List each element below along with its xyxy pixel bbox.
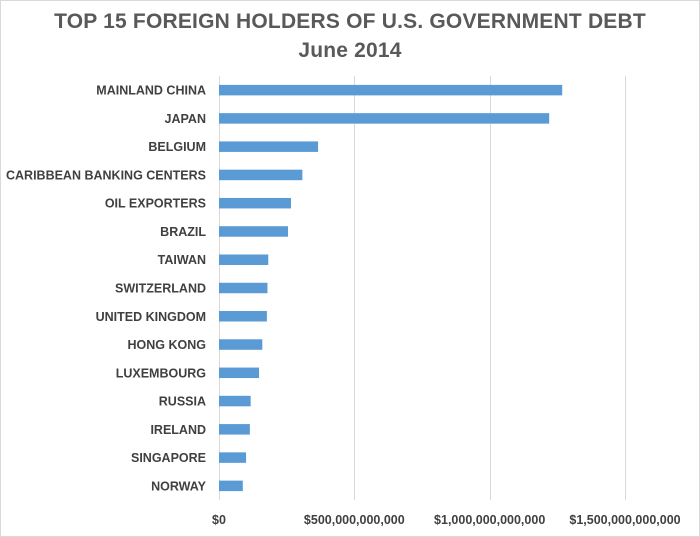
category-label-3: CARIBBEAN BANKING CENTERS <box>6 168 206 182</box>
category-label-2: BELGIUM <box>148 140 206 154</box>
category-label-8: UNITED KINGDOM <box>96 310 206 324</box>
bar-7 <box>219 282 268 294</box>
category-label-11: RUSSIA <box>159 395 206 409</box>
category-label-6: TAIWAN <box>158 253 206 267</box>
x-tick-label-1: $500,000,000,000 <box>304 513 405 527</box>
bar-14 <box>219 480 243 492</box>
category-label-7: SWITZERLAND <box>115 282 206 296</box>
chart-title: TOP 15 FOREIGN HOLDERS OF U.S. GOVERNMEN… <box>54 10 646 33</box>
chart-subtitle: June 2014 <box>298 39 402 62</box>
bar-10 <box>219 367 260 379</box>
bar-9 <box>219 339 263 350</box>
category-label-10: LUXEMBOURG <box>116 366 206 380</box>
bar-5 <box>219 226 289 237</box>
bar-2 <box>219 141 319 152</box>
bar-8 <box>219 311 267 322</box>
bar-13 <box>219 452 247 463</box>
category-label-12: IRELAND <box>150 423 206 437</box>
bar-3 <box>219 169 303 181</box>
category-label-5: BRAZIL <box>160 225 206 239</box>
category-label-13: SINGAPORE <box>131 451 206 465</box>
bar-1 <box>219 113 550 124</box>
bar-11 <box>219 395 251 407</box>
category-label-9: HONG KONG <box>128 338 206 352</box>
bar-6 <box>219 254 269 265</box>
x-tick-label-2: $1,000,000,000,000 <box>434 513 545 527</box>
x-tick-label-3: $1,500,000,000,000 <box>569 513 680 527</box>
category-label-0: MAINLAND CHINA <box>96 84 206 98</box>
bar-4 <box>219 197 291 209</box>
category-label-14: NORWAY <box>151 479 207 493</box>
category-label-1: JAPAN <box>165 112 206 126</box>
category-label-4: OIL EXPORTERS <box>105 197 206 211</box>
x-tick-label-0: $0 <box>212 513 226 527</box>
bar-12 <box>219 424 250 435</box>
bar-0 <box>219 84 563 96</box>
